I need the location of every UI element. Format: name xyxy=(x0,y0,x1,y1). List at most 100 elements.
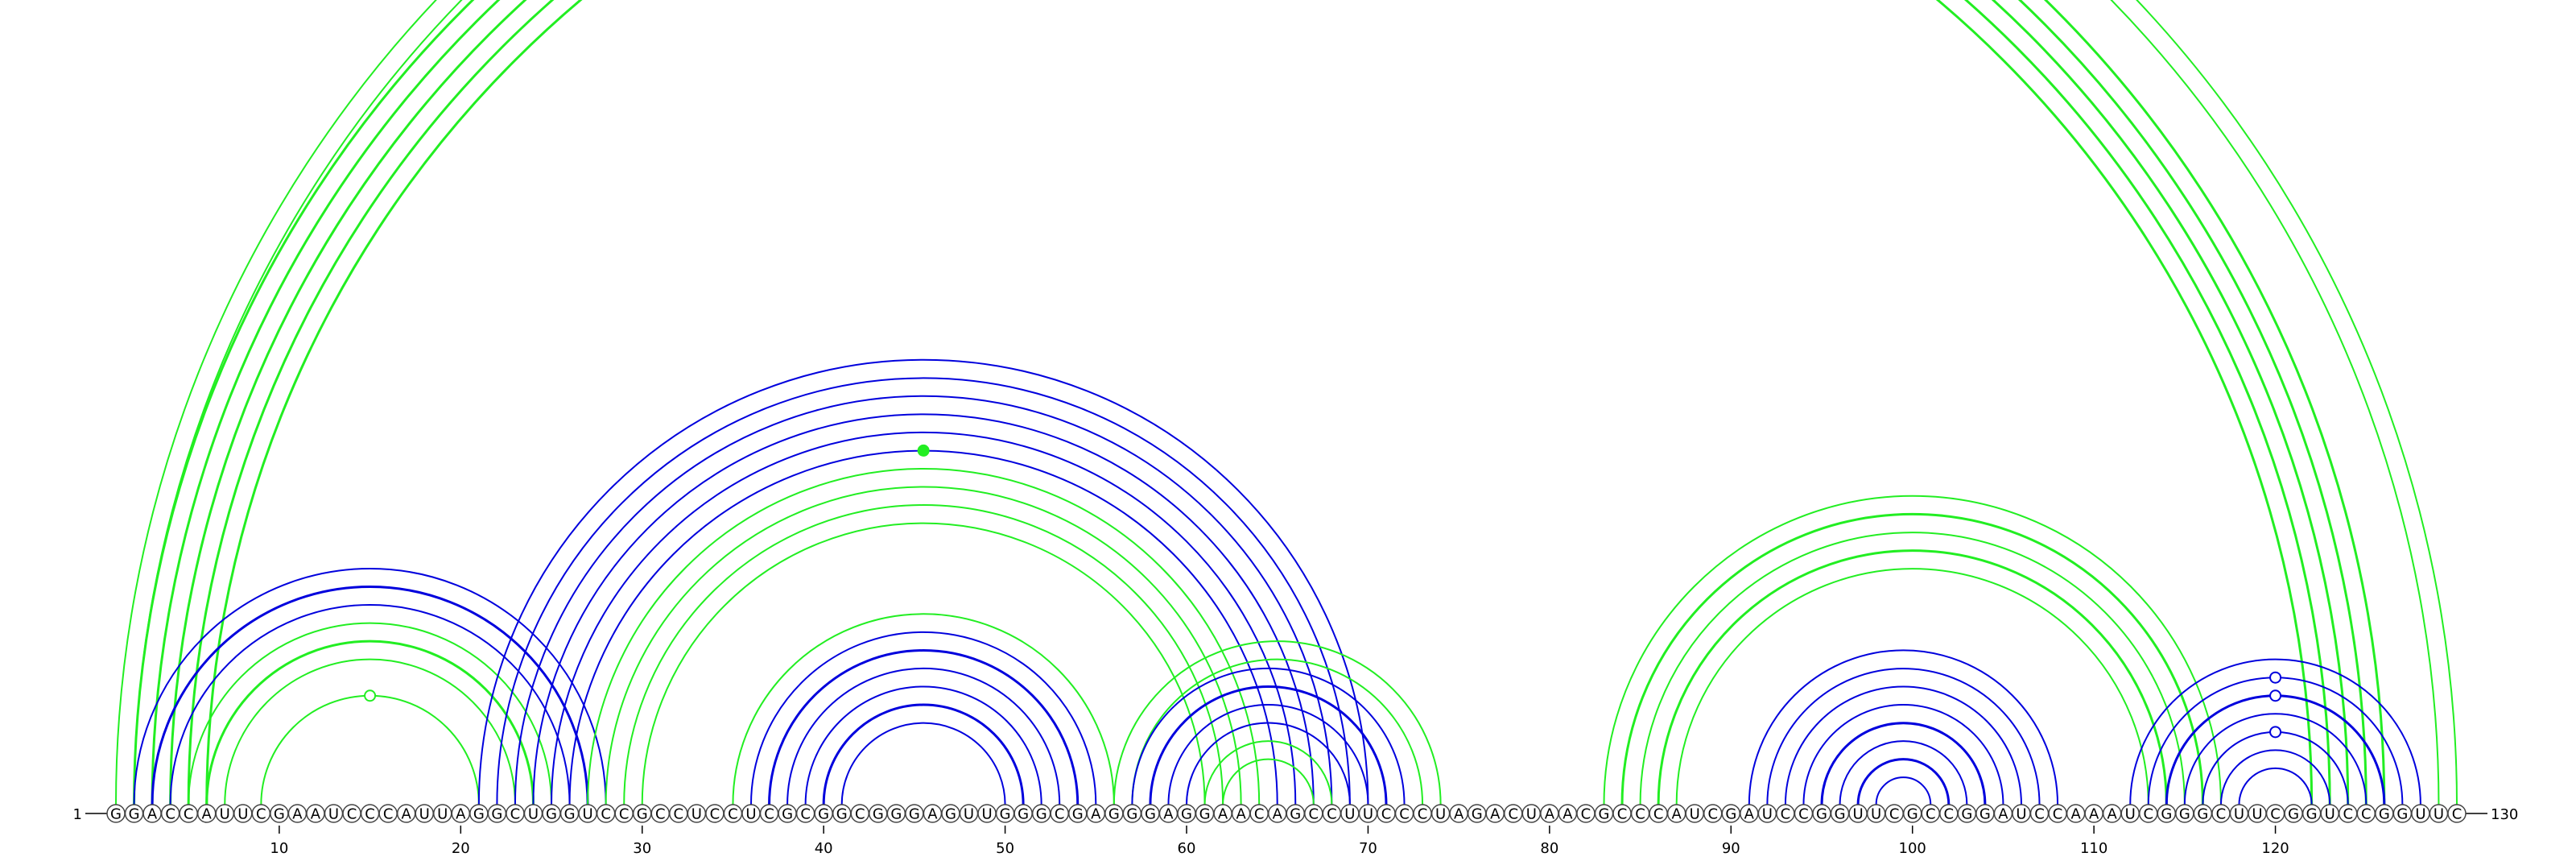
nucleotide: A xyxy=(2066,804,2086,823)
nucleotide: U xyxy=(2012,804,2031,823)
nucleotide: U xyxy=(2429,804,2449,823)
nucleotide-letter: C xyxy=(1508,806,1518,823)
arc-85-115 xyxy=(1639,531,2186,805)
nucleotide: G xyxy=(270,804,289,823)
nucleotide-letter: C xyxy=(383,806,394,823)
nucleotide-letter: C xyxy=(1418,806,1428,823)
nucleotide: A xyxy=(396,804,416,823)
arc-4-26 xyxy=(169,604,571,805)
nucleotide: U xyxy=(2320,804,2339,823)
tick-label: 120 xyxy=(2261,840,2289,857)
nucleotide-letter: C xyxy=(1581,806,1591,823)
nucleotide: C xyxy=(1885,804,1904,823)
arc-7-23 xyxy=(224,658,516,805)
nucleotide-letter: G xyxy=(1199,806,1211,823)
nucleotide-letter: U xyxy=(1762,806,1773,823)
nucleotide: G xyxy=(469,804,489,823)
arc-38-53 xyxy=(786,667,1061,805)
nucleotide: U xyxy=(2411,804,2430,823)
nucleotide: C xyxy=(2338,804,2358,823)
arc-41-50 xyxy=(840,722,1006,805)
nucleotide-letter: C xyxy=(2053,806,2063,823)
nucleotide: G xyxy=(832,804,852,823)
nucleotide-letter: U xyxy=(1871,806,1881,823)
nucleotide: G xyxy=(1122,804,1142,823)
nucleotide: C xyxy=(2029,804,2050,823)
nucleotide: A xyxy=(2084,804,2103,823)
nucleotide: C xyxy=(342,804,361,823)
nucleotide-letter: U xyxy=(583,806,593,823)
nucleotide: G xyxy=(1141,804,1160,823)
nucleotide: C xyxy=(2048,804,2067,823)
arc-apex-marker xyxy=(2269,671,2282,684)
nucleotide: U xyxy=(233,804,253,823)
arc-39-52 xyxy=(804,686,1042,805)
nucleotide: C xyxy=(1649,804,1668,823)
nucleotide-letter: G xyxy=(1599,806,1610,823)
nucleotide: U xyxy=(977,804,997,823)
nucleotide-letter: U xyxy=(2016,806,2026,823)
nucleotide: A xyxy=(1993,804,2013,823)
nucleotide-letter: C xyxy=(764,806,774,823)
nucleotide: U xyxy=(959,804,979,823)
arc-apex-marker xyxy=(2269,689,2282,702)
nucleotide: G xyxy=(124,804,144,823)
nucleotide-letter: G xyxy=(2197,806,2208,823)
nucleotide-letter: A xyxy=(2089,806,2099,823)
arc-91-108 xyxy=(1748,650,2059,805)
nucleotide: G xyxy=(1068,804,1088,823)
nucleotide: C xyxy=(506,804,525,823)
nucleotide-letter: G xyxy=(782,806,793,823)
nucleotide-letter: C xyxy=(2452,806,2462,823)
nucleotide: C xyxy=(160,804,180,823)
nucleotide-letter: C xyxy=(2343,806,2353,823)
nucleotide-letter: A xyxy=(1545,806,1555,823)
nucleotide-letter: G xyxy=(2306,806,2318,823)
nucleotide-letter: U xyxy=(1852,806,1863,823)
nucleotide: A xyxy=(451,804,471,823)
nucleotide-letter: A xyxy=(1490,806,1501,823)
nucleotide: U xyxy=(1685,804,1704,823)
nucleotide: U xyxy=(1866,804,1886,823)
nucleotide: C xyxy=(2211,804,2231,823)
nucleotide-letter: U xyxy=(1435,806,1446,823)
tick-label: 100 xyxy=(1899,840,1926,857)
nucleotide-letter: A xyxy=(2070,806,2081,823)
nucleotide-letter: U xyxy=(2234,806,2244,823)
nucleotide-letter: G xyxy=(1961,806,1972,823)
nucleotide: A xyxy=(1449,804,1468,823)
tick-label: 90 xyxy=(1722,840,1740,857)
nucleotide: G xyxy=(1177,804,1196,823)
nucleotide-letter: U xyxy=(528,806,539,823)
nucleotide: C xyxy=(1322,804,1342,823)
nucleotide: G xyxy=(2392,804,2413,823)
nucleotide-letter: C xyxy=(256,806,266,823)
nucleotide-letter: C xyxy=(2034,806,2045,823)
nucleotide-letter: C xyxy=(1781,806,1791,823)
nucleotide: G xyxy=(1195,804,1215,823)
nucleotide-letter: C xyxy=(2270,806,2281,823)
nucleotide-letter: G xyxy=(1145,806,1156,823)
nucleotide-letter: G xyxy=(1000,806,1011,823)
nucleotide: C xyxy=(378,804,398,823)
nucleotide: U xyxy=(1521,804,1542,823)
nucleotide-letter: A xyxy=(1218,806,1228,823)
arc-1-130 xyxy=(115,0,2458,805)
nucleotide: G xyxy=(995,804,1015,823)
arc-29-62 xyxy=(623,504,1224,805)
nucleotide-letter: G xyxy=(1126,806,1137,823)
nucleotide-letter: G xyxy=(945,806,956,823)
nucleotide: C xyxy=(1612,804,1632,823)
nucleotide: A xyxy=(1267,804,1287,823)
nucleotide-letter: A xyxy=(456,806,466,823)
arc-57-73 xyxy=(1131,659,1424,805)
arc-92-107 xyxy=(1766,667,2041,805)
markers-layer xyxy=(364,444,2282,739)
arc-5-25 xyxy=(188,622,553,805)
nucleotide-letter: G xyxy=(473,806,485,823)
nucleotide-letter: U xyxy=(237,806,248,823)
nucleotide-letter: A xyxy=(1998,806,2008,823)
arc-27-64 xyxy=(587,468,1261,805)
nucleotide: G xyxy=(778,804,797,823)
